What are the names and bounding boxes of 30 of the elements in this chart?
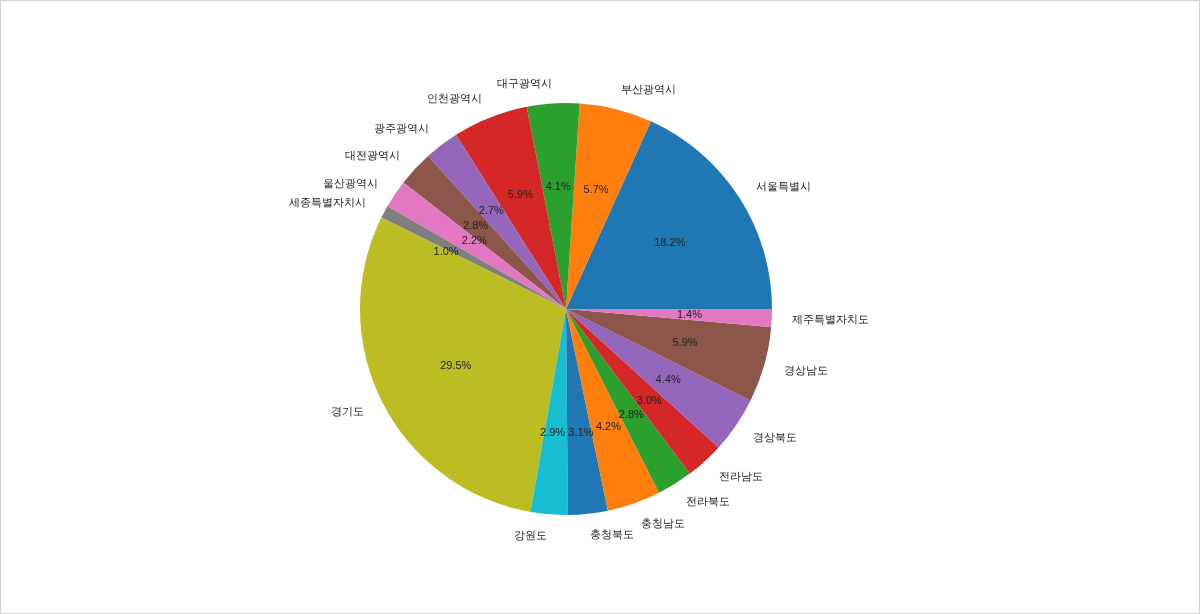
data-label: 2.7% <box>478 204 505 217</box>
slice-label: 대전광역시 <box>345 148 401 161</box>
slice-label: 부산광역시 <box>621 83 677 96</box>
slice-label: 인천광역시 <box>427 92 483 105</box>
slice-label: 대구광역시 <box>496 76 552 89</box>
slice-label: 광주광역시 <box>374 122 430 135</box>
data-label: 5.9% <box>507 188 534 201</box>
slice-label: 제주특별자치도 <box>792 312 870 325</box>
data-label: 5.7% <box>583 183 609 196</box>
data-label: 4.2% <box>595 419 622 432</box>
slice-label: 전라남도 <box>718 470 763 483</box>
slice-label: 서울특별시 <box>756 180 812 193</box>
data-label: 5.9% <box>672 336 698 349</box>
slice-label: 충청남도 <box>640 516 685 529</box>
data-label: 4.1% <box>545 179 571 192</box>
data-label: 2.8% <box>618 407 645 420</box>
slice-label: 세종특별자치시 <box>289 196 367 209</box>
data-label: 18.2% <box>654 236 686 248</box>
slice-label: 경기도 <box>330 405 364 418</box>
data-label: 29.5% <box>440 358 472 371</box>
data-label: 2.8% <box>462 218 489 231</box>
slice-label: 전라북도 <box>685 495 730 508</box>
slice-label: 경상북도 <box>753 430 798 443</box>
data-label: 4.4% <box>655 372 681 385</box>
data-label: 1.4% <box>676 308 703 321</box>
slice-label: 강원도 <box>514 528 548 541</box>
slice-label: 울산광역시 <box>322 176 378 189</box>
slice-label: 경상남도 <box>784 364 829 377</box>
data-label: 3.0% <box>636 394 663 407</box>
slice-label: 충청북도 <box>590 528 635 541</box>
